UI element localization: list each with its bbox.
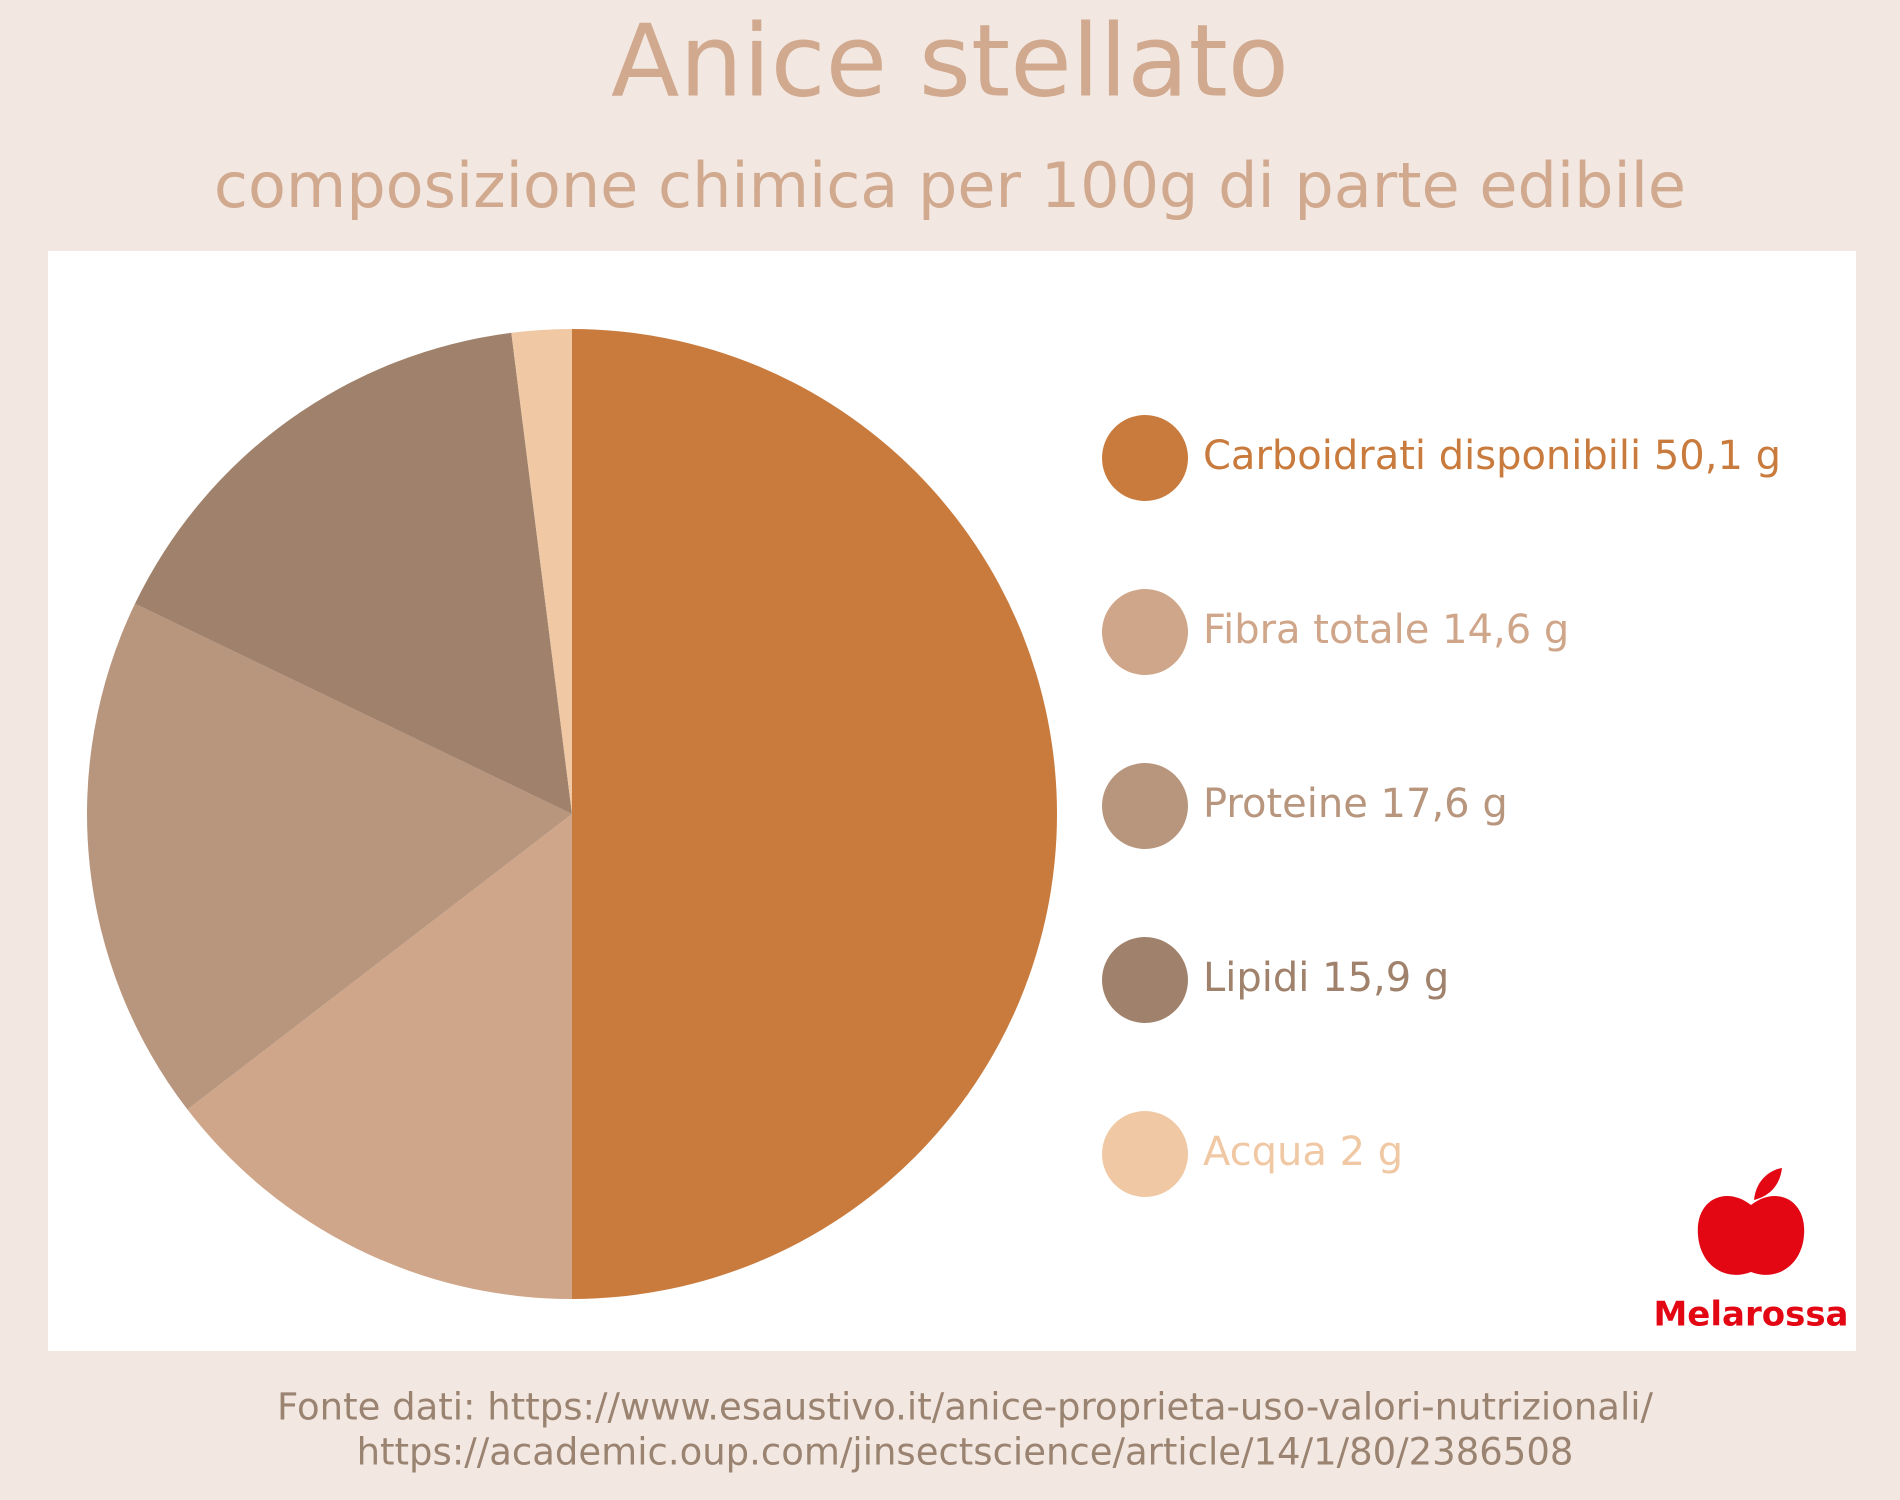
- legend-category: Proteine: [1203, 781, 1368, 827]
- legend-value: 15,9 g: [1322, 955, 1449, 1001]
- legend-label: Acqua 2 g: [1203, 1129, 1403, 1175]
- source-line: https://academic.oup.com/jinsectscience/…: [357, 1431, 1574, 1474]
- legend-category: Lipidi: [1203, 955, 1309, 1001]
- legend-label: Lipidi 15,9 g: [1203, 955, 1449, 1001]
- legend-swatch: [1102, 415, 1188, 501]
- logo-leaf: [1754, 1168, 1782, 1200]
- legend-swatch: [1102, 1111, 1188, 1197]
- chart-title: Anice stellato: [611, 2, 1289, 119]
- source-line: Fonte dati: https://www.esaustivo.it/ani…: [277, 1386, 1653, 1429]
- legend-value: 2 g: [1340, 1129, 1404, 1175]
- pie-slice: [572, 329, 1057, 1299]
- pie-slice: [134, 332, 572, 814]
- legend-swatch: [1102, 763, 1188, 849]
- chart-subtitle: composizione chimica per 100g di parte e…: [214, 149, 1686, 222]
- legend-category: Carboidrati disponibili: [1203, 433, 1641, 479]
- legend-category: Fibra totale: [1203, 607, 1429, 653]
- brand-name: Melarossa: [1653, 1295, 1848, 1335]
- legend-value: 17,6 g: [1381, 781, 1508, 827]
- pie-slice: [511, 329, 572, 814]
- legend-swatch: [1102, 937, 1188, 1023]
- legend-label: Proteine 17,6 g: [1203, 781, 1508, 827]
- legend-value: 14,6 g: [1442, 607, 1569, 653]
- brand-logo: Melarossa: [1653, 1168, 1849, 1335]
- logo-apple: [1697, 1196, 1805, 1275]
- legend-label: Fibra totale 14,6 g: [1203, 607, 1569, 653]
- legend-value: 50,1 g: [1654, 433, 1781, 479]
- legend-category: Acqua: [1203, 1129, 1327, 1175]
- legend-label: Carboidrati disponibili 50,1 g: [1203, 433, 1781, 479]
- legend-swatch: [1102, 589, 1188, 675]
- pie-slice: [86, 603, 572, 1110]
- pie-slice: [187, 814, 572, 1299]
